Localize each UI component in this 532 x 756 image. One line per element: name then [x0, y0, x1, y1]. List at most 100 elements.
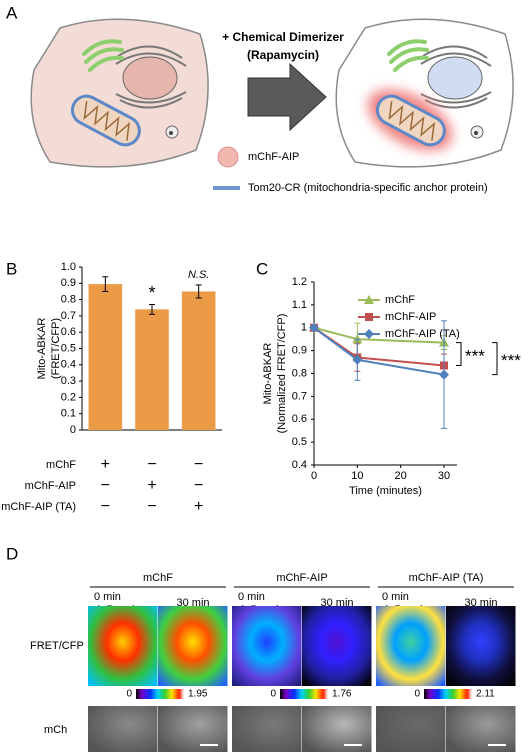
condition-mark: −: [194, 456, 203, 473]
y-tick-label: 0: [70, 424, 76, 436]
bar: [135, 309, 169, 430]
annotation: ***: [501, 351, 521, 370]
y-tick-label: 1.1: [292, 299, 307, 311]
panel-label: B: [6, 259, 17, 278]
colorbar-max: 2.11: [476, 689, 495, 700]
error-bar: [195, 284, 202, 299]
condition-label: mChF-AIP (TA): [1, 501, 76, 513]
y-axis-label: (FRET/CFP): [50, 318, 62, 379]
y-tick-label: 0.8: [292, 367, 307, 379]
colorbar: [424, 689, 472, 699]
condition-mark: −: [101, 498, 110, 515]
time-label: 30 min: [464, 597, 497, 609]
legend-marker: [364, 329, 374, 339]
x-tick-label: 0: [311, 470, 317, 482]
arrow-text: + Chemical Dimerizer: [222, 30, 344, 44]
y-tick-label: 0.5: [292, 436, 307, 448]
legend-swatch: [217, 146, 239, 168]
column-title: mChF: [143, 572, 173, 584]
column-title: mChF-AIP: [276, 572, 327, 584]
colorbar-min: 0: [126, 689, 132, 700]
y-tick-label: 0.4: [292, 459, 307, 471]
annotation: N.S.: [188, 269, 209, 281]
colorbar-min: 0: [414, 689, 420, 700]
fret-image: [232, 606, 302, 686]
x-axis-label: Time (minutes): [349, 485, 422, 497]
y-tick-label: 0.6: [61, 326, 76, 338]
legend-text: mChF: [385, 294, 415, 306]
bracket: [492, 342, 498, 376]
condition-mark: −: [194, 477, 203, 494]
fret-image: [158, 606, 228, 686]
bracket: [456, 342, 462, 366]
y-tick-label: 1.2: [292, 276, 307, 288]
marker: [352, 354, 363, 365]
y-tick-label: 0.4: [61, 359, 76, 371]
y-tick-label: 0.5: [61, 342, 76, 354]
legend-text: mChF-AIP (TA): [385, 328, 460, 340]
panel-label: C: [256, 259, 268, 278]
y-tick-label: 0.2: [61, 391, 76, 403]
condition-mark: +: [101, 456, 110, 473]
marker: [439, 369, 449, 380]
y-tick-label: 0.7: [61, 310, 76, 322]
condition-mark: −: [147, 456, 156, 473]
mch-image: [232, 706, 302, 752]
error-bar: [102, 276, 109, 292]
arrow: [247, 62, 327, 132]
arrow-text: (Rapamycin): [247, 48, 319, 62]
colorbar-min: 0: [270, 689, 276, 700]
fret-image: [376, 606, 446, 686]
mch-image: [88, 706, 158, 752]
y-tick-label: 0.3: [61, 375, 76, 387]
y-tick-label: 0.9: [61, 277, 76, 289]
row-label: FRET/CFP: [30, 640, 84, 652]
legend-text: Tom20-CR (mitochondria-specific anchor p…: [248, 182, 488, 194]
time-label: 30 min: [176, 597, 209, 609]
colorbar-max: 1.76: [332, 689, 352, 700]
time-label: 30 min: [320, 597, 353, 609]
time-label: 0 min: [382, 591, 409, 603]
y-axis-label: (Normalized FRET/CFP): [276, 314, 288, 434]
cell-before: [30, 18, 209, 168]
fret-image: [302, 606, 372, 686]
time-label: 0 min: [94, 591, 121, 603]
legend-marker: [364, 295, 374, 304]
legend-text: mChF-AIP: [385, 311, 436, 323]
fret-image: [446, 606, 516, 686]
colorbar-max: 1.95: [188, 689, 208, 700]
bar: [181, 291, 216, 430]
x-tick-label: 10: [351, 470, 363, 482]
condition-mark: +: [147, 477, 156, 494]
condition-mark: −: [147, 498, 156, 515]
x-tick-label: 20: [395, 470, 407, 482]
y-tick-label: 0.8: [61, 294, 76, 306]
condition-label: mChF-AIP: [25, 480, 76, 492]
y-tick-label: 0.1: [61, 408, 76, 420]
cell-after: [335, 18, 514, 168]
panel-label: D: [6, 544, 18, 563]
y-axis-label: Mito-ABKAR: [262, 343, 274, 405]
marker: [309, 322, 319, 333]
bar: [88, 284, 123, 430]
colorbar: [136, 689, 184, 699]
y-tick-label: 0.9: [292, 345, 307, 357]
column-title: mChF-AIP (TA): [409, 572, 484, 584]
legend-marker: [365, 313, 373, 321]
y-axis-label: Mito-ABKAR: [36, 318, 48, 380]
annotation: ***: [465, 347, 485, 366]
annotation: *: [148, 283, 155, 303]
time-label: 0 min: [238, 591, 265, 603]
fret-image: [88, 606, 158, 686]
condition-label: mChF: [46, 459, 76, 471]
colorbar: [280, 689, 328, 699]
condition-mark: −: [101, 477, 110, 494]
y-tick-label: 1.0: [61, 261, 76, 273]
y-tick-label: 0.6: [292, 413, 307, 425]
x-tick-label: 30: [438, 470, 450, 482]
mch-image: [376, 706, 446, 752]
y-tick-label: 0.7: [292, 390, 307, 402]
condition-mark: +: [194, 498, 203, 515]
y-tick-label: 1: [301, 322, 307, 334]
legend-text: mChF-AIP: [248, 151, 299, 163]
